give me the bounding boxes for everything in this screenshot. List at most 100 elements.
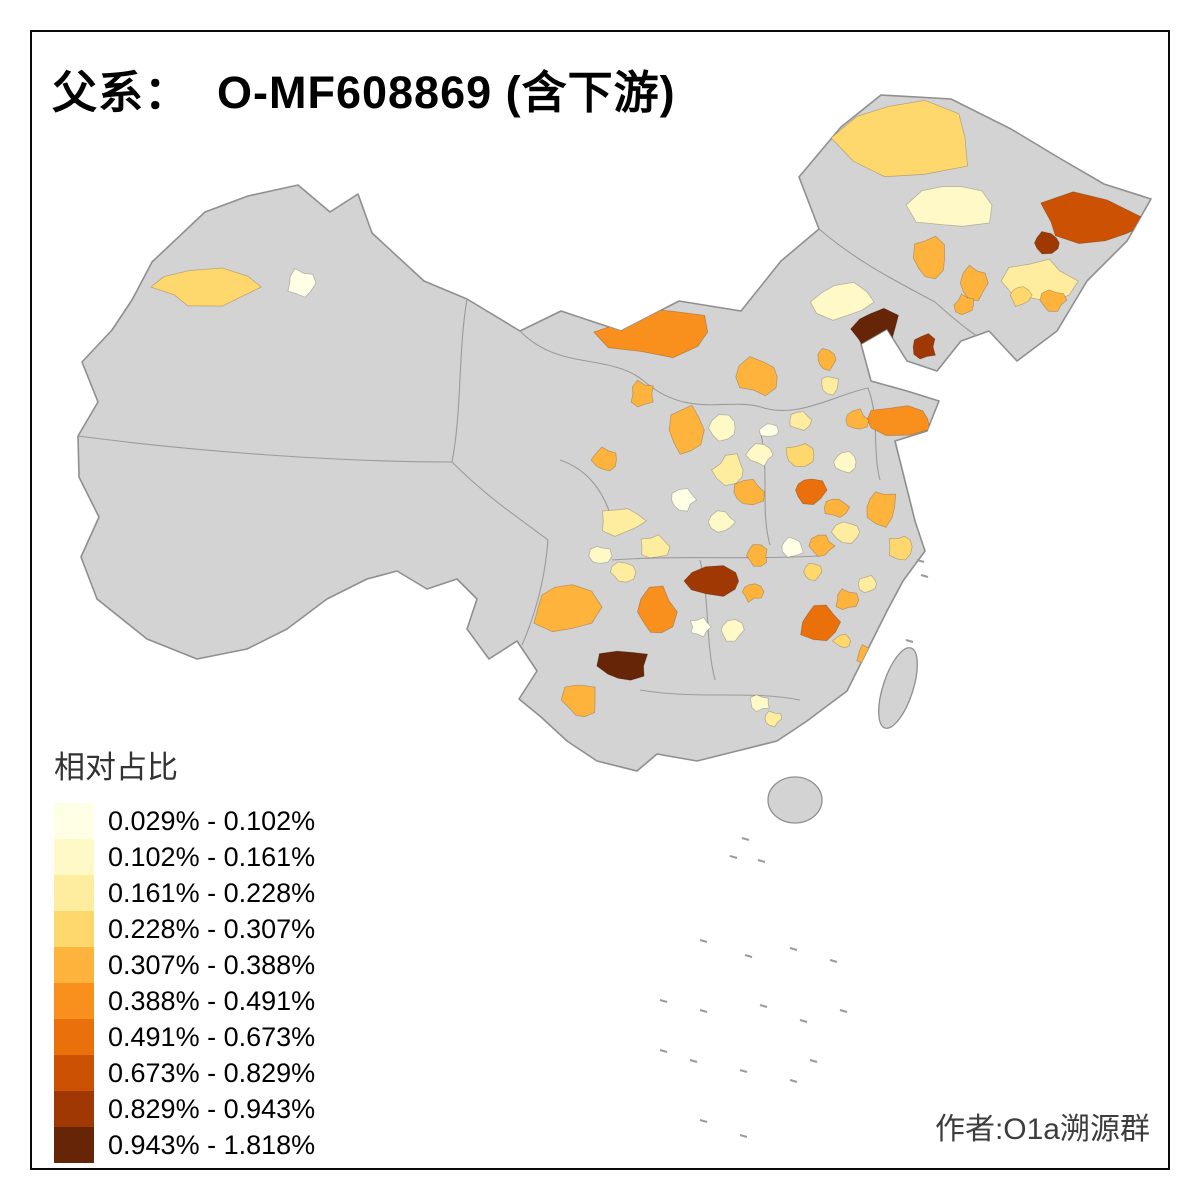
islet-mark: [659, 1049, 668, 1053]
map-region: [636, 585, 678, 634]
legend-row: 0.673% - 0.829%: [54, 1055, 315, 1091]
map-region: [959, 264, 989, 301]
map-region: [1009, 286, 1033, 307]
map-region: [817, 348, 837, 372]
map-region: [720, 619, 745, 642]
islet-mark: [757, 859, 766, 863]
map-region: [668, 404, 705, 455]
map-region: [609, 561, 637, 583]
map-region: [588, 546, 613, 564]
map-region: [590, 446, 617, 472]
islet-mark: [905, 639, 914, 643]
islet-mark: [839, 1009, 848, 1013]
map-region: [833, 450, 857, 474]
legend-label: 0.307% - 0.388%: [108, 949, 316, 980]
islet-mark: [699, 939, 708, 943]
map-region: [708, 414, 736, 442]
map-region: [789, 411, 813, 431]
map-region: [912, 235, 946, 280]
legend-label: 0.388% - 0.491%: [108, 985, 316, 1016]
map-region: [808, 534, 836, 557]
islet-mark: [739, 1069, 748, 1073]
map-region: [888, 535, 913, 561]
islet-mark: [799, 1019, 808, 1023]
islet-mark: [789, 1079, 798, 1083]
south-china-sea-islands: [659, 559, 929, 1138]
map-region: [823, 498, 851, 518]
legend-swatch: [54, 1055, 94, 1091]
map-region: [1033, 231, 1060, 255]
islet-mark: [829, 959, 838, 963]
map-region: [830, 521, 861, 544]
legend-label: 0.491% - 0.673%: [108, 1021, 316, 1052]
legend-label: 0.161% - 0.228%: [108, 877, 316, 908]
legend-row: 0.228% - 0.307%: [54, 911, 315, 947]
map-region: [953, 293, 974, 316]
hainan-island: [767, 776, 823, 824]
legend-swatch: [54, 803, 94, 839]
legend-label: 0.943% - 1.818%: [108, 1129, 316, 1160]
map-region: [905, 186, 993, 227]
legend-label: 0.102% - 0.161%: [108, 841, 316, 872]
map-region: [912, 333, 936, 360]
map-region: [831, 633, 852, 649]
province-border: [78, 435, 453, 463]
islet-mark: [729, 855, 738, 859]
province-border: [519, 330, 869, 412]
legend-label: 0.228% - 0.307%: [108, 913, 316, 944]
map-region: [596, 650, 649, 681]
islet-mark: [739, 1134, 748, 1138]
legend-row: 0.029% - 0.102%: [54, 803, 315, 839]
legend-row: 0.829% - 0.943%: [54, 1091, 315, 1127]
map-region: [735, 356, 778, 397]
map-region: [750, 694, 770, 713]
legend-row: 0.388% - 0.491%: [54, 983, 315, 1019]
map-region: [857, 574, 877, 594]
map-region: [689, 616, 712, 638]
legend-swatch: [54, 1127, 94, 1163]
map-region: [560, 684, 596, 718]
legend-swatch: [54, 875, 94, 911]
province-border: [867, 387, 881, 481]
legend-label: 0.673% - 0.829%: [108, 1057, 316, 1088]
map-region: [1040, 191, 1151, 245]
map-title: 父系： O-MF608869 (含下游): [52, 67, 676, 118]
legend-swatch: [54, 947, 94, 983]
map-region: [683, 565, 740, 597]
map-region: [781, 536, 804, 558]
islet-mark: [689, 1059, 698, 1063]
islet-mark: [744, 954, 753, 958]
taiwan-island: [878, 647, 918, 729]
legend-row: 0.491% - 0.673%: [54, 1019, 315, 1055]
province-border: [611, 555, 819, 561]
map-region: [809, 281, 875, 321]
province-border: [521, 539, 549, 646]
legend-row: 0.307% - 0.388%: [54, 947, 315, 983]
map-region: [733, 478, 765, 506]
map-region: [149, 267, 263, 307]
islet-mark: [659, 999, 668, 1003]
map-region: [866, 405, 931, 436]
islet-mark: [920, 574, 929, 578]
legend-label: 0.029% - 0.102%: [108, 805, 316, 836]
legend: 相对占比 0.029% - 0.102% 0.102% - 0.161% 0.161…: [54, 742, 315, 1163]
province-border: [759, 429, 771, 546]
province-border: [451, 461, 549, 541]
map-region: [533, 584, 603, 633]
map-region: [287, 268, 317, 298]
china-mainland: [77, 94, 1152, 772]
islet-mark: [699, 1119, 708, 1123]
map-region: [821, 376, 839, 396]
islet-mark: [759, 1004, 768, 1008]
map-region: [845, 408, 870, 430]
legend-row: 0.161% - 0.228%: [54, 875, 315, 911]
map-region: [745, 443, 774, 467]
legend-row: 0.943% - 1.818%: [54, 1127, 315, 1163]
map-region: [866, 491, 897, 528]
map-region: [764, 710, 783, 727]
province-border: [818, 228, 936, 303]
legend-title: 相对占比: [54, 750, 178, 785]
map-region: [803, 562, 823, 582]
